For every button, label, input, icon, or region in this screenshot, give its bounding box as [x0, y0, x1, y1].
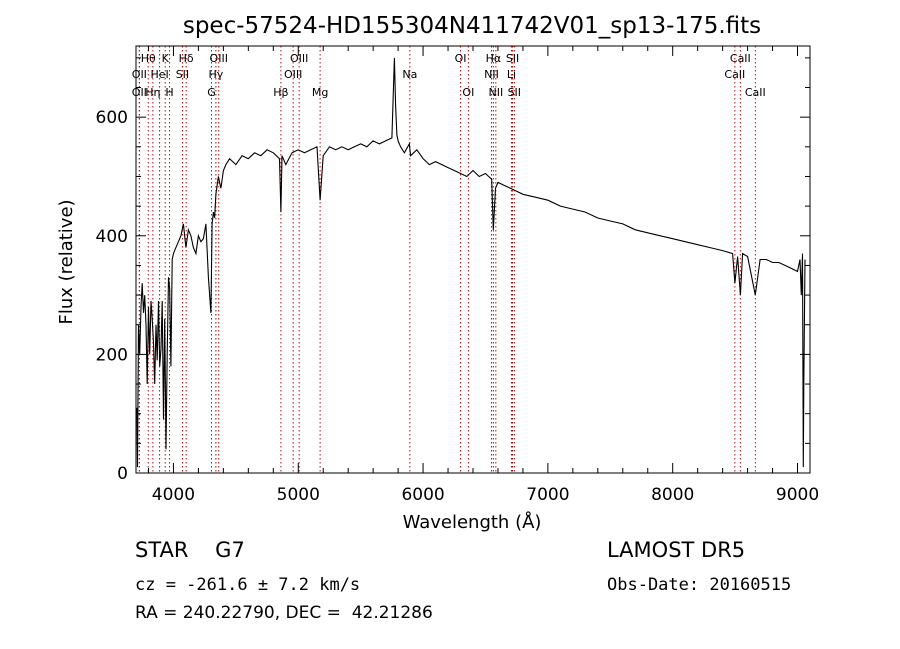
line-label: OII	[132, 68, 147, 81]
x-tick-label: 4000	[152, 485, 195, 505]
line-label: Na	[402, 68, 417, 81]
chart-title: spec-57524-HD155304N411742V01_sp13-175.f…	[183, 13, 761, 39]
line-label: CaII	[730, 52, 751, 65]
line-label: SII	[506, 52, 519, 65]
line-label: Hγ	[208, 68, 223, 81]
y-axis: 0 200 400 600	[96, 57, 810, 484]
line-label: K	[162, 52, 170, 65]
y-tick-label: 200	[96, 345, 128, 365]
line-label: Mg	[312, 86, 328, 99]
line-label: Hδ	[179, 52, 194, 65]
plot-frame	[135, 45, 811, 474]
line-label: G	[207, 86, 216, 99]
survey-name: LAMOST DR5	[607, 538, 746, 562]
x-tick-label: 7000	[526, 485, 569, 505]
object-type: STAR G7	[135, 538, 245, 562]
x-axis: 4000 5000 6000 7000 8000 9000	[147, 46, 819, 505]
x-tick-label: 9000	[776, 485, 819, 505]
x-tick-label: 6000	[401, 485, 444, 505]
y-tick-label: 400	[96, 227, 128, 247]
line-label: Hθ	[141, 52, 156, 65]
line-label: Li	[507, 68, 516, 81]
y-tick-label: 600	[96, 108, 128, 128]
line-label: Hη	[145, 86, 160, 99]
line-label: Hα	[486, 52, 502, 65]
line-label: OI	[455, 52, 467, 65]
line-label: OIII	[210, 52, 228, 65]
observation-date: Obs-Date: 20160515	[607, 575, 792, 595]
line-label: OIII	[284, 68, 302, 81]
spectrum-line	[135, 57, 806, 468]
line-label: Hβ	[273, 86, 288, 99]
x-axis-label: Wavelength (Å)	[403, 511, 542, 533]
spectral-line-markers	[138, 46, 756, 473]
line-label: CaII	[724, 68, 745, 81]
line-label: SII	[508, 86, 521, 99]
line-label: NII	[484, 68, 499, 81]
redshift-velocity: cz = -261.6 ± 7.2 km/s	[135, 575, 361, 595]
line-label: OI	[462, 86, 474, 99]
line-label: SII	[176, 68, 189, 81]
x-tick-label: 8000	[651, 485, 694, 505]
line-label: CaII	[745, 86, 766, 99]
line-label: HeI	[150, 68, 168, 81]
line-label: OIII	[290, 52, 308, 65]
y-axis-label: Flux (relative)	[56, 199, 77, 324]
coordinates: RA = 240.22790, DEC = 42.21286	[135, 603, 433, 623]
y-tick-label: 0	[117, 464, 128, 484]
x-tick-label: 5000	[277, 485, 320, 505]
line-label: H	[165, 86, 173, 99]
line-label: NII	[488, 86, 503, 99]
